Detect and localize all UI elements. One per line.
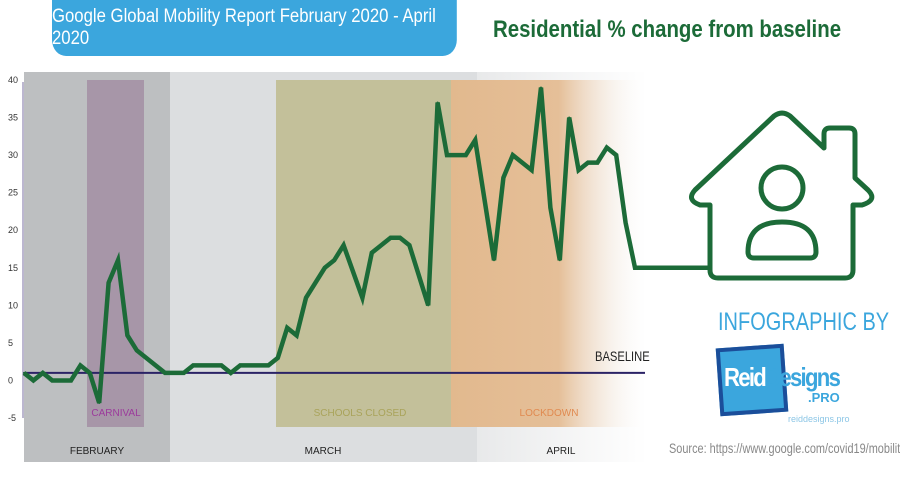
data-point	[276, 356, 279, 359]
schools-closed-band	[276, 80, 477, 427]
event-label-lockdown: LOCKDOWN	[520, 408, 579, 419]
data-point	[577, 169, 580, 172]
baseline-label: BASELINE	[595, 349, 650, 364]
y-tick-label: 40	[8, 75, 18, 85]
infographic-by-label: INFOGRAPHIC BY	[718, 308, 890, 336]
y-tick-label: 0	[8, 375, 13, 385]
y-tick-label: 5	[8, 338, 13, 348]
data-point	[408, 244, 411, 247]
data-point	[568, 116, 571, 119]
data-point	[107, 281, 110, 284]
chart-subtitle: Residential % change from baseline	[493, 16, 842, 43]
data-point	[540, 86, 542, 89]
data-point	[295, 334, 298, 337]
data-point	[634, 266, 636, 269]
data-point	[361, 296, 364, 299]
data-point	[605, 146, 608, 149]
data-point	[511, 154, 514, 157]
data-point	[464, 154, 467, 157]
y-tick-label: 30	[8, 150, 18, 160]
data-point	[88, 371, 91, 374]
data-point	[23, 371, 25, 374]
data-point	[192, 364, 195, 367]
data-point	[164, 371, 166, 374]
data-point	[267, 364, 270, 367]
data-point	[32, 379, 35, 382]
data-point	[182, 371, 185, 374]
data-point	[502, 176, 505, 179]
data-point	[427, 304, 430, 307]
data-point	[79, 364, 82, 367]
data-point	[323, 266, 326, 269]
source-text: Source: https://www.google.com/covid19/m…	[669, 440, 900, 456]
data-point	[51, 379, 54, 382]
data-point	[70, 379, 72, 382]
data-point	[615, 154, 618, 157]
data-point	[135, 349, 138, 352]
data-point	[239, 364, 242, 367]
y-tick-label: 10	[8, 300, 18, 310]
data-point	[549, 206, 552, 209]
data-point	[474, 139, 477, 142]
reiddesigns-logo: ReidDesigns .PRO	[715, 343, 848, 417]
home-person-icon	[689, 110, 875, 281]
data-point	[493, 259, 495, 262]
data-point	[98, 401, 101, 404]
data-point	[333, 259, 336, 262]
y-tick-label: 25	[8, 188, 18, 198]
data-point	[286, 326, 289, 329]
data-point	[126, 334, 129, 337]
data-point	[596, 161, 599, 164]
carnival-band	[87, 80, 144, 427]
data-point	[587, 161, 589, 164]
data-point	[436, 101, 439, 104]
report-title: Google Global Mobility Report February 2…	[52, 0, 457, 56]
event-label-carnival: CARNIVAL	[91, 408, 141, 419]
month-label-february: FEBRUARY	[70, 446, 125, 457]
data-point	[342, 244, 345, 247]
data-point	[305, 296, 307, 299]
data-point	[220, 364, 223, 367]
site-link[interactable]: reiddesigns.pro	[788, 414, 850, 424]
data-point	[446, 154, 448, 157]
data-point	[41, 371, 44, 374]
month-label-march: MARCH	[305, 446, 342, 457]
data-point	[389, 236, 392, 239]
data-point	[558, 259, 561, 262]
data-point	[530, 169, 533, 172]
data-point	[117, 259, 119, 262]
y-tick-label: 20	[8, 225, 18, 235]
data-point	[370, 251, 373, 254]
event-label-schools-closed: SCHOOLS CLOSED	[314, 408, 407, 419]
lockdown-band	[451, 80, 647, 427]
y-tick-label: -5	[8, 413, 16, 423]
data-point	[229, 371, 232, 374]
data-point	[399, 236, 401, 239]
y-tick-label: 15	[8, 263, 18, 273]
data-point	[624, 221, 627, 224]
residential-series-line	[22, 87, 712, 404]
y-tick-label: 35	[8, 113, 18, 123]
month-label-april: APRIL	[547, 446, 576, 457]
